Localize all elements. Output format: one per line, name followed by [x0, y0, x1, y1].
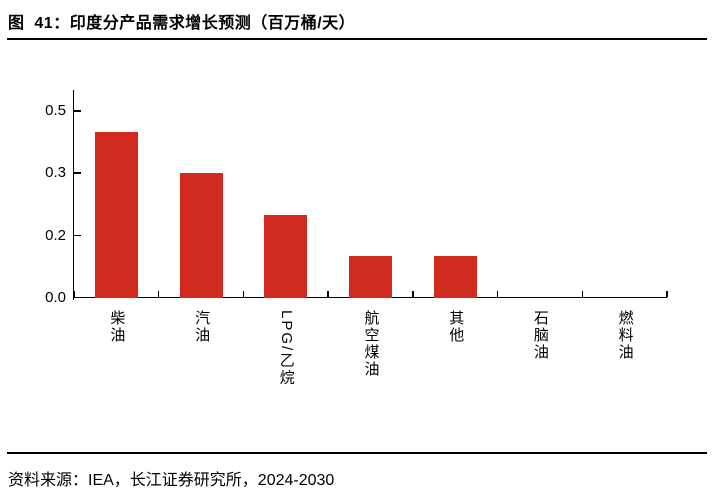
- y-tick-label: 0.5: [45, 101, 66, 119]
- y-tick-label: 0.0: [45, 289, 66, 306]
- category-label: 航空煤油: [362, 310, 380, 378]
- source-note: 资料来源：IEA，长江证券研究所，2024-2030: [8, 472, 335, 489]
- y-axis-line: [72, 90, 74, 300]
- bar: [179, 173, 223, 298]
- y-tick-label: 0.2: [45, 226, 66, 244]
- category-label: 汽油: [193, 310, 211, 344]
- x-axis-tick: [73, 290, 75, 297]
- figure-title: 图 41：印度分产品需求增长预测（百万桶/天）: [8, 15, 356, 32]
- x-axis-tick: [412, 290, 414, 297]
- x-axis-tick: [242, 290, 245, 297]
- category-label: 燃料油: [616, 310, 634, 361]
- x-axis-tick: [327, 290, 329, 297]
- category-label: 石脑油: [531, 310, 549, 361]
- category-label: 其他: [447, 310, 465, 344]
- bar: [264, 214, 308, 298]
- bar: [433, 256, 477, 298]
- y-tick-label: 0.3: [45, 164, 66, 182]
- bar: [94, 131, 138, 298]
- title-divider: [7, 38, 707, 40]
- footer-divider: [7, 452, 707, 454]
- y-axis-tick: [74, 172, 81, 174]
- x-axis-tick: [496, 290, 499, 297]
- y-axis-tick: [74, 110, 81, 112]
- y-axis-tick: [74, 234, 81, 237]
- category-label: 柴油: [108, 310, 126, 344]
- category-label: LPG/乙烷: [277, 310, 295, 387]
- x-axis-tick: [666, 290, 668, 297]
- bar: [349, 256, 392, 298]
- x-axis-tick: [581, 290, 584, 297]
- x-axis-tick: [157, 290, 160, 297]
- bar-chart: 0.0 0.2 0.3 0.5 柴油 汽油 LPG/乙烷 航空煤油 其他 石脑油 燃料油: [45, 90, 668, 387]
